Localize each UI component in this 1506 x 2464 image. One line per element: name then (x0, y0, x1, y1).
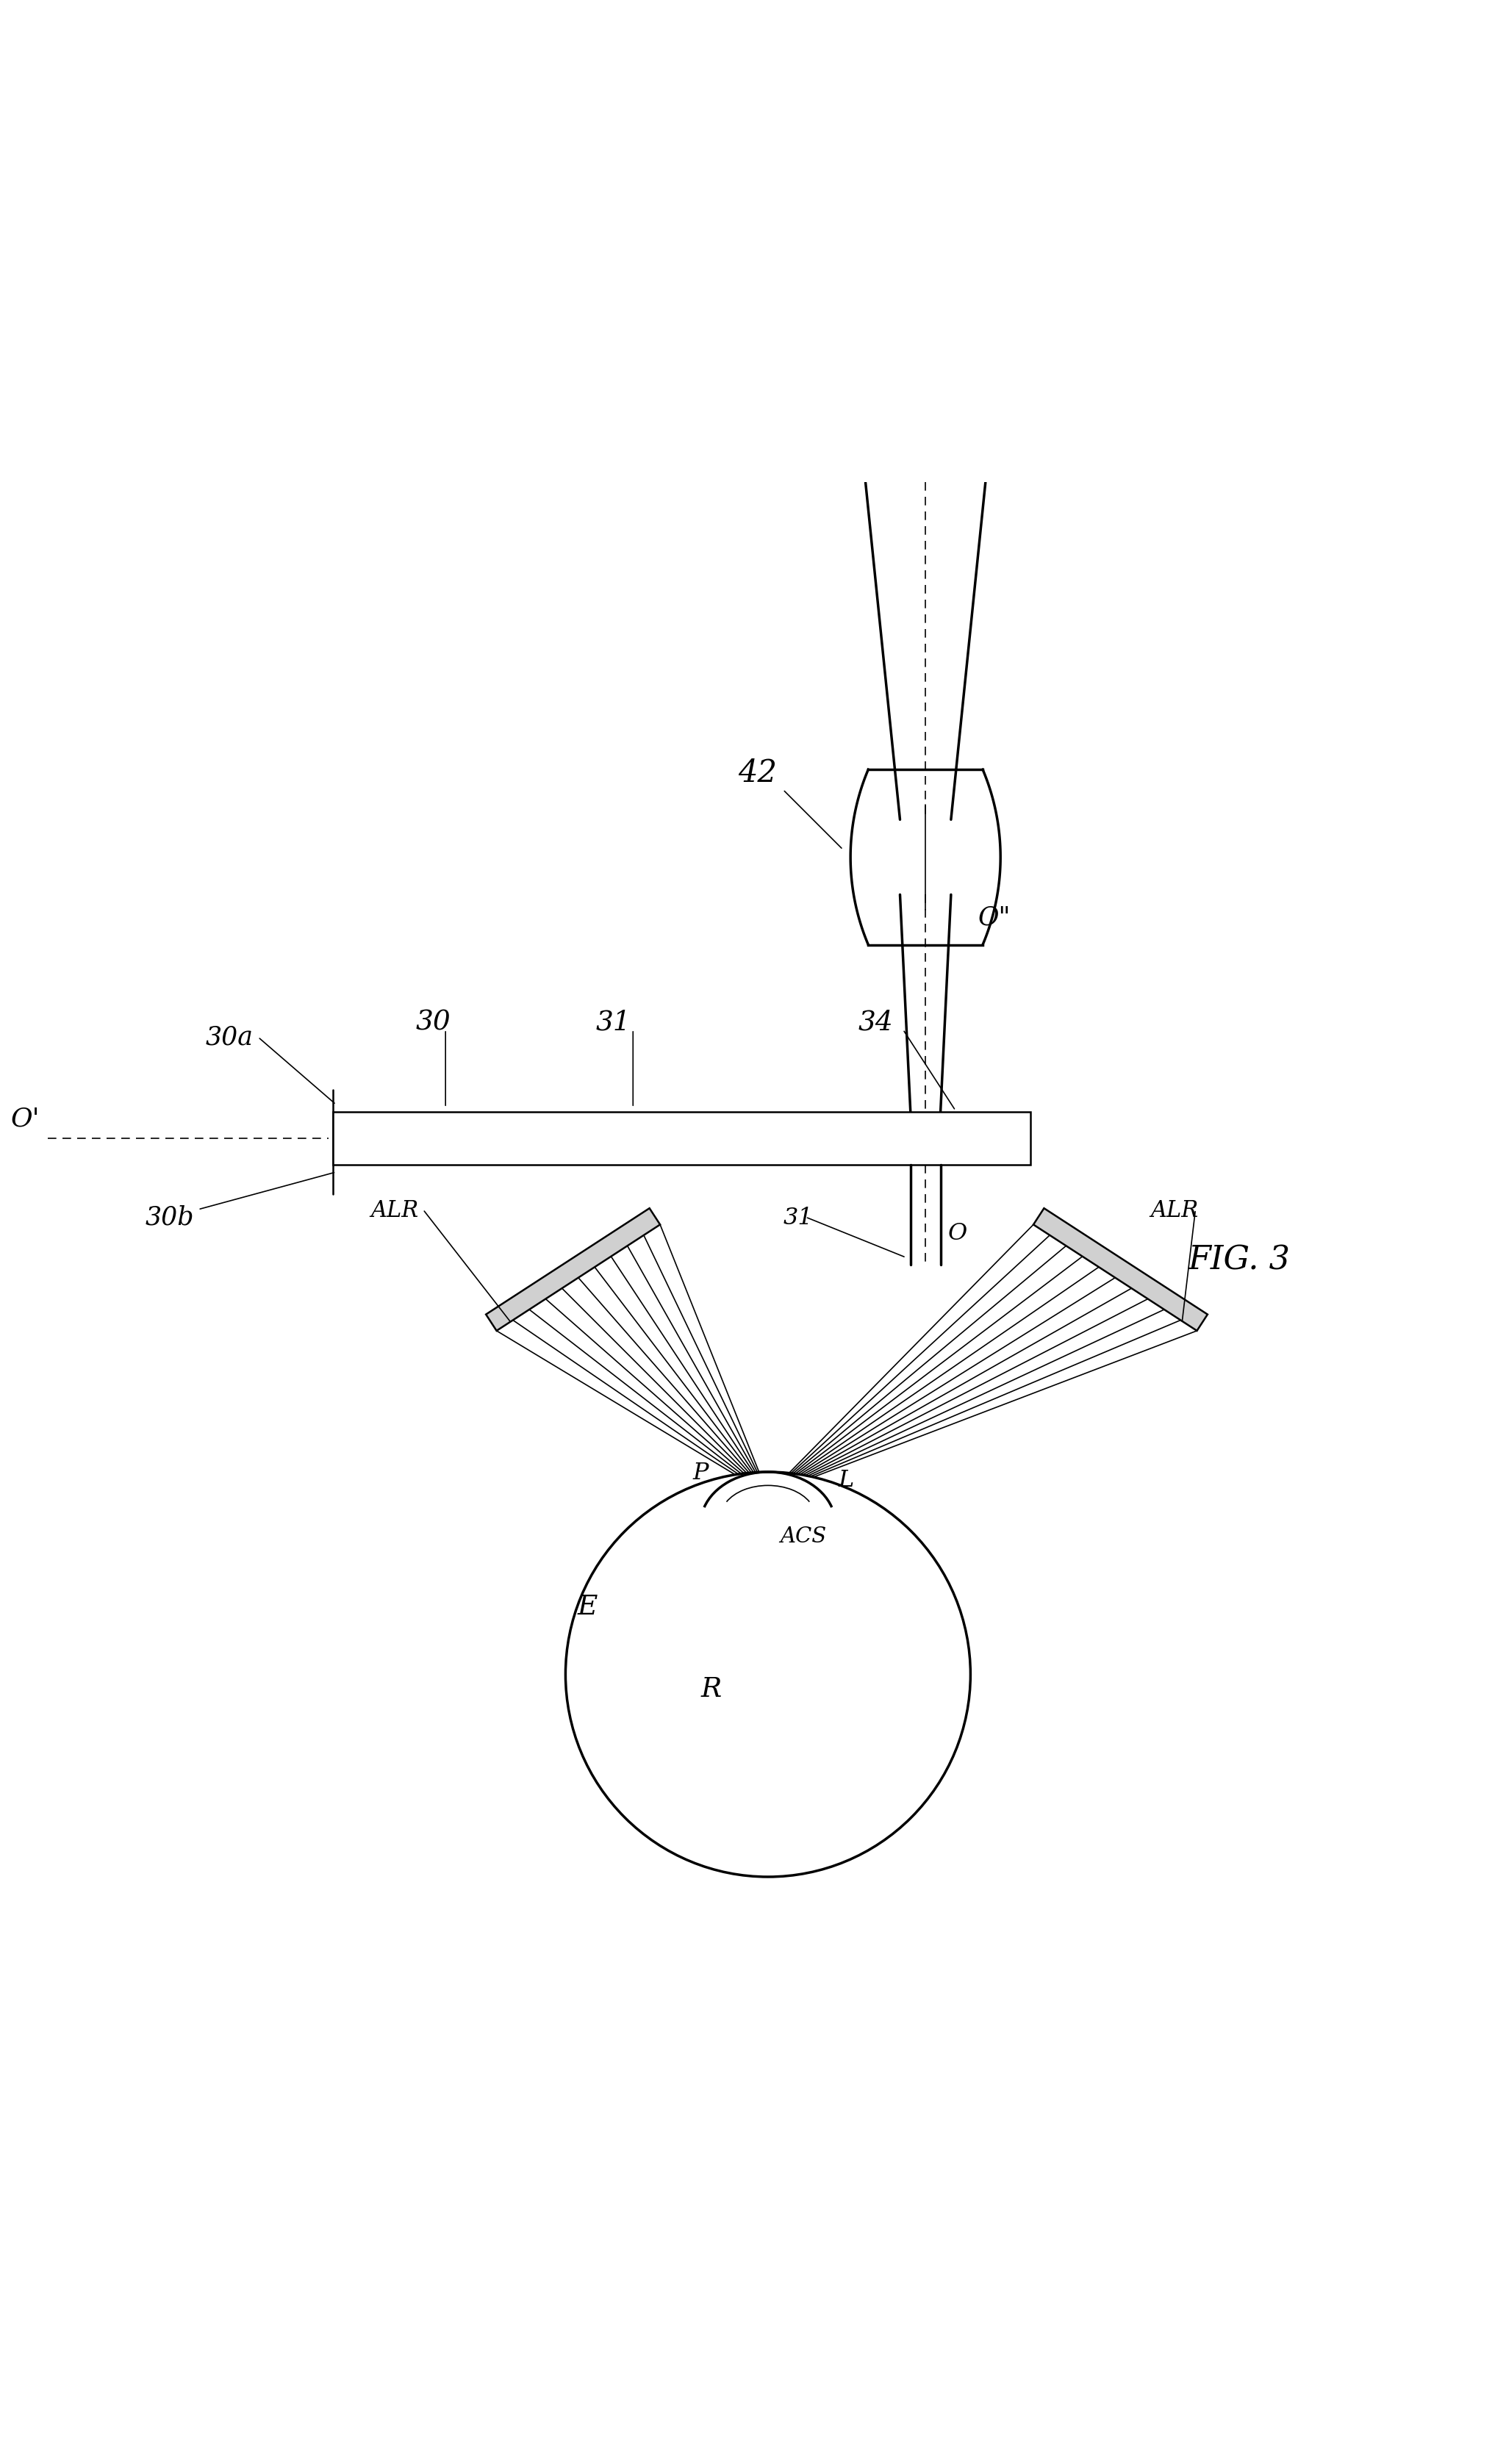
Circle shape (566, 1471, 970, 1878)
Polygon shape (486, 1207, 660, 1331)
Text: 34: 34 (858, 1008, 893, 1035)
Text: 31: 31 (595, 1008, 631, 1035)
Text: 30a: 30a (205, 1025, 253, 1050)
Text: ALR: ALR (370, 1200, 419, 1222)
Polygon shape (1033, 1207, 1208, 1331)
Text: R: R (700, 1676, 721, 1703)
Text: 30b: 30b (146, 1205, 194, 1230)
Text: E: E (577, 1594, 598, 1621)
Text: L: L (839, 1469, 854, 1493)
Text: 42: 42 (738, 759, 777, 788)
Text: O': O' (11, 1106, 39, 1131)
Bar (333, 1111, 1030, 1165)
Text: 31: 31 (783, 1207, 813, 1230)
Text: P: P (693, 1461, 709, 1486)
Text: 30: 30 (416, 1008, 450, 1035)
Text: FIG. 3: FIG. 3 (1188, 1244, 1291, 1276)
Text: ACS: ACS (780, 1525, 827, 1547)
Text: O: O (947, 1222, 967, 1244)
Text: ALR: ALR (1151, 1200, 1199, 1222)
Text: O": O" (977, 904, 1011, 929)
